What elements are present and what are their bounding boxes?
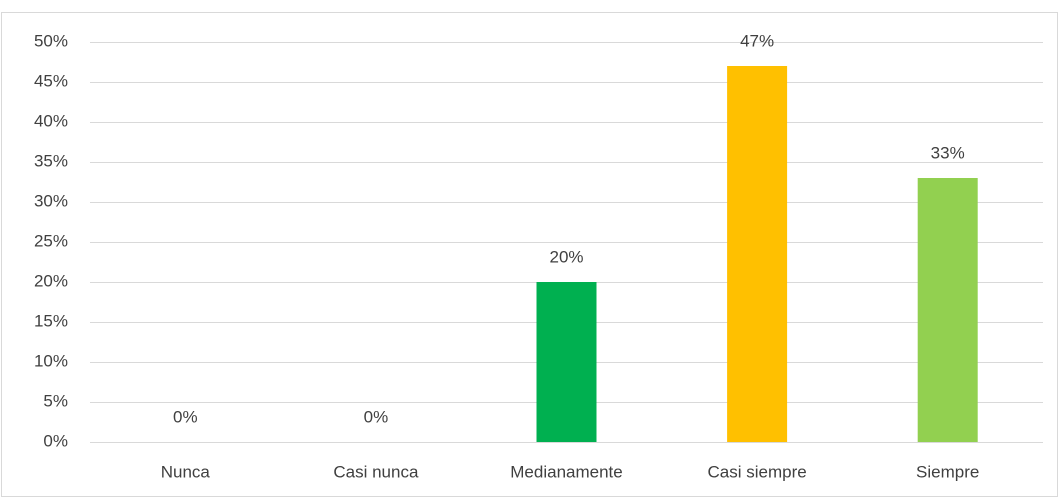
y-tick-label: 40% xyxy=(34,111,68,130)
data-label: 47% xyxy=(740,31,774,50)
chart-border xyxy=(1,12,1058,497)
x-tick-label: Casi siempre xyxy=(707,462,806,481)
x-tick-label: Medianamente xyxy=(510,462,622,481)
y-tick-label: 25% xyxy=(34,231,68,250)
y-tick-label: 45% xyxy=(34,71,68,90)
x-tick-label: Nunca xyxy=(161,462,211,481)
y-tick-label: 5% xyxy=(43,391,68,410)
x-tick-label: Casi nunca xyxy=(333,462,419,481)
y-tick-label: 30% xyxy=(34,191,68,210)
bar xyxy=(727,66,788,442)
y-tick-label: 0% xyxy=(43,431,68,450)
y-tick-label: 35% xyxy=(34,151,68,170)
y-tick-label: 15% xyxy=(34,311,68,330)
y-tick-label: 50% xyxy=(34,31,68,50)
y-tick-label: 10% xyxy=(34,351,68,370)
data-label: 20% xyxy=(549,247,583,266)
data-label: 0% xyxy=(173,407,198,426)
bar xyxy=(917,178,978,442)
data-label: 33% xyxy=(931,143,965,162)
y-tick-label: 20% xyxy=(34,271,68,290)
bar xyxy=(536,282,597,442)
x-tick-label: Siempre xyxy=(916,462,979,481)
data-label: 0% xyxy=(364,407,389,426)
